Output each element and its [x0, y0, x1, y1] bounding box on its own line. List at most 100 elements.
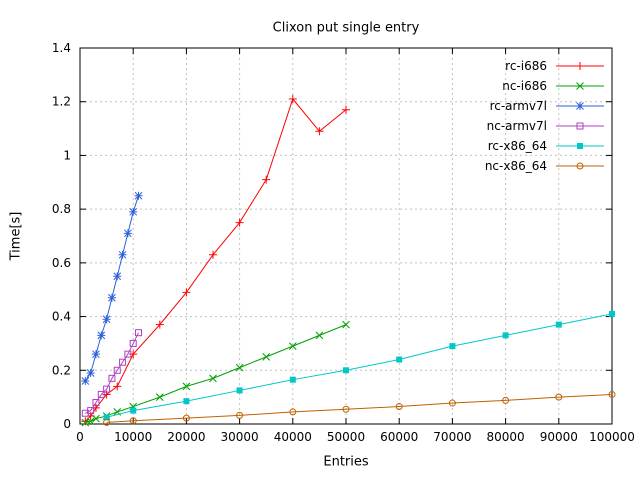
marker — [342, 105, 350, 114]
marker — [262, 353, 271, 361]
marker — [576, 82, 584, 90]
y-tick-label: 1 — [63, 148, 71, 162]
marker — [119, 358, 127, 366]
marker — [124, 350, 132, 358]
marker — [502, 332, 509, 339]
chart-title: Clixon put single entry — [272, 20, 420, 36]
marker — [502, 396, 510, 404]
marker — [113, 382, 122, 391]
y-tick-label: 0.8 — [52, 202, 71, 216]
marker — [155, 320, 164, 329]
marker — [576, 102, 584, 110]
marker — [576, 162, 584, 170]
marker — [315, 331, 324, 340]
marker — [87, 407, 95, 415]
marker — [92, 414, 100, 423]
legend-label-rc-armv7l: rc-armv7l — [490, 99, 547, 113]
marker — [555, 321, 562, 328]
marker — [555, 393, 563, 401]
marker — [576, 122, 584, 130]
marker — [124, 229, 132, 238]
x-tick-label: 10000 — [114, 430, 152, 444]
legend-label-rc-x86_64: rc-x86_64 — [488, 139, 547, 153]
series-line-nc-x86_64 — [106, 393, 613, 423]
y-tick-label: 1.2 — [52, 95, 71, 109]
marker — [103, 418, 111, 426]
x-tick-label: 80000 — [487, 430, 525, 444]
y-tick-label: 0.4 — [52, 310, 71, 324]
marker — [97, 331, 106, 340]
marker — [576, 62, 584, 70]
marker — [342, 320, 350, 329]
marker — [396, 356, 403, 363]
x-tick-label: 60000 — [380, 430, 418, 444]
marker — [86, 417, 95, 426]
marker — [103, 385, 111, 393]
marker — [118, 250, 127, 259]
marker — [135, 329, 143, 337]
series-line-rc-x86_64 — [106, 313, 613, 418]
marker — [81, 377, 90, 385]
y-tick-label: 0.6 — [52, 256, 71, 270]
marker — [97, 390, 105, 398]
legend-label-rc-i686: rc-i686 — [505, 59, 547, 73]
marker — [129, 339, 137, 347]
x-tick-label: 40000 — [274, 430, 312, 444]
marker — [92, 350, 100, 359]
marker — [609, 310, 615, 317]
marker — [92, 399, 100, 407]
marker — [102, 315, 111, 324]
marker — [288, 95, 297, 104]
legend-label-nc-i686: nc-i686 — [502, 79, 547, 93]
y-tick-label: 0 — [63, 417, 71, 431]
marker — [343, 367, 349, 374]
y-tick-label: 0.2 — [52, 363, 71, 377]
marker — [235, 363, 244, 372]
marker — [288, 342, 297, 350]
x-tick-label: 100000 — [589, 430, 635, 444]
marker — [108, 293, 116, 302]
marker — [235, 218, 244, 227]
x-tick-label: 90000 — [540, 430, 578, 444]
x-tick-label: 50000 — [327, 430, 365, 444]
series-line-rc-i686 — [84, 98, 347, 422]
marker — [236, 387, 243, 394]
marker — [81, 417, 90, 426]
marker — [182, 382, 191, 391]
y-tick-label: 1.4 — [52, 41, 71, 55]
marker — [395, 403, 403, 411]
marker — [130, 407, 137, 414]
marker — [183, 398, 190, 405]
x-tick-label: 30000 — [221, 430, 259, 444]
marker — [129, 207, 138, 216]
marker — [449, 343, 456, 350]
legend-label-nc-armv7l: nc-armv7l — [487, 119, 547, 133]
marker — [108, 374, 116, 382]
marker — [315, 127, 324, 136]
marker — [103, 414, 110, 421]
marker — [209, 250, 217, 259]
marker — [342, 405, 350, 413]
marker — [289, 408, 297, 416]
marker — [577, 143, 583, 149]
marker — [134, 191, 143, 200]
marker — [86, 369, 95, 377]
marker — [113, 366, 121, 374]
marker — [113, 272, 122, 281]
x-tick-label: 70000 — [433, 430, 471, 444]
series-line-nc-i686 — [85, 324, 347, 424]
marker — [182, 288, 191, 297]
marker — [209, 374, 217, 383]
marker — [236, 411, 244, 419]
x-axis-label: Entries — [323, 454, 369, 470]
x-tick-label: 20000 — [167, 430, 205, 444]
legend-label-nc-x86_64: nc-x86_64 — [485, 159, 547, 173]
marker — [129, 417, 137, 425]
marker — [608, 390, 616, 398]
marker — [155, 393, 164, 401]
marker — [289, 376, 296, 383]
x-tick-label: 0 — [76, 430, 84, 444]
marker — [182, 414, 190, 422]
